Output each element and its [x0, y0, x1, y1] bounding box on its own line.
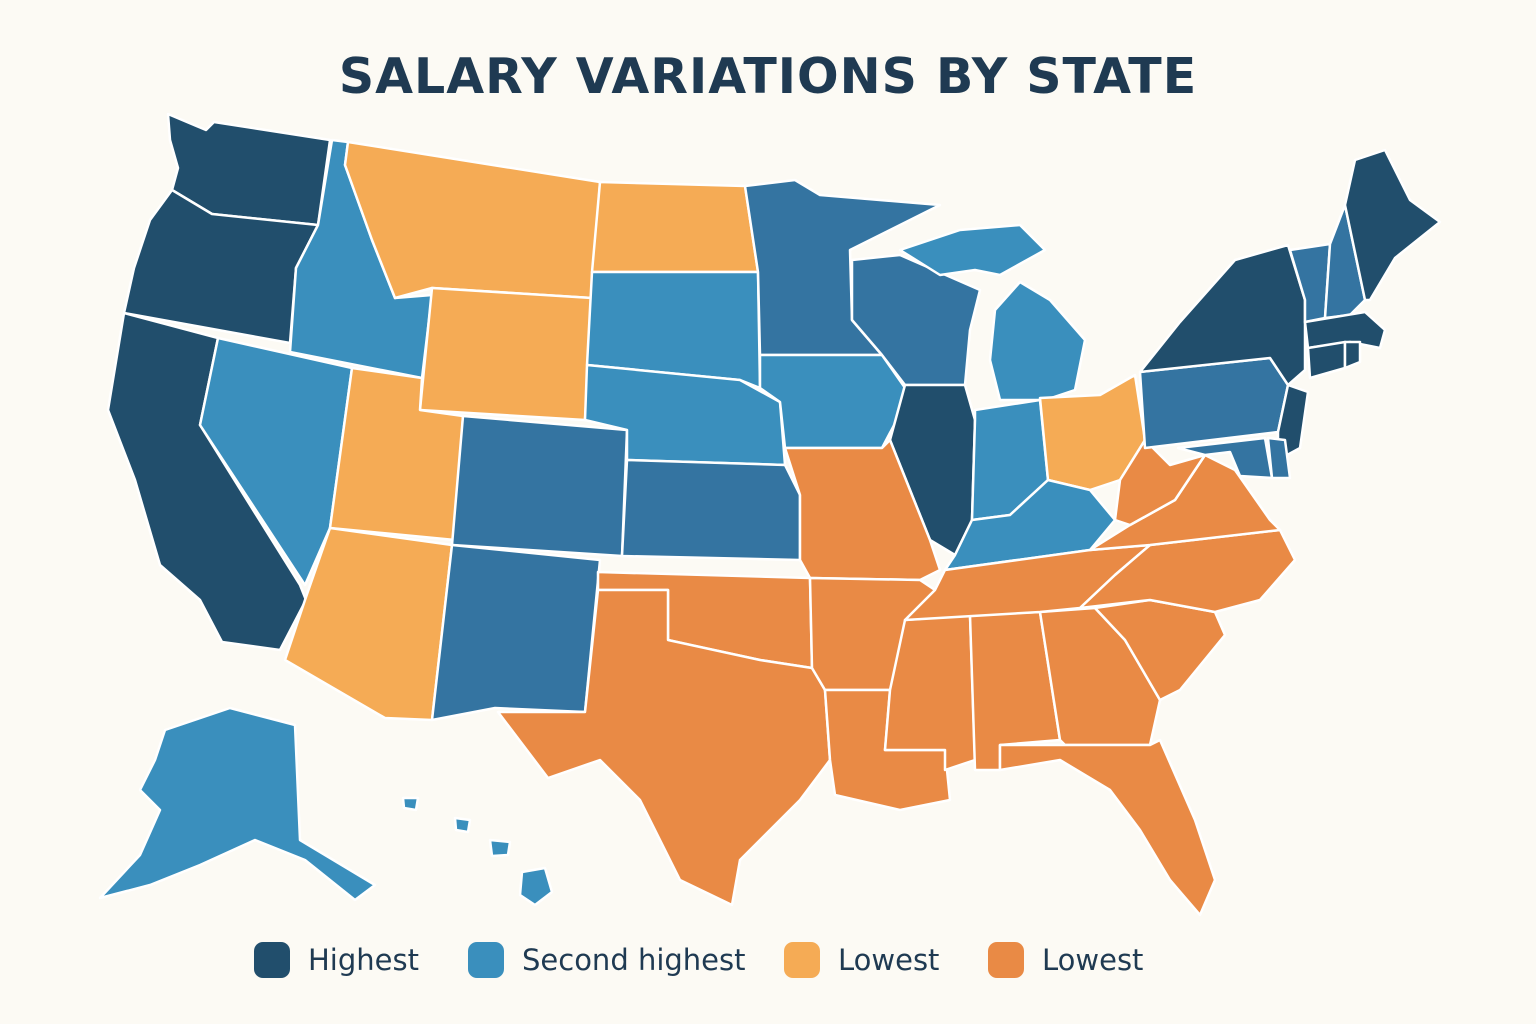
state-nm[interactable]	[430, 543, 602, 722]
state-fl[interactable]	[998, 738, 1217, 917]
legend-swatch-lowest-light	[784, 942, 820, 978]
state-tx[interactable]	[496, 588, 832, 907]
state-ri[interactable]	[1343, 340, 1362, 370]
legend-swatch-highest	[254, 942, 290, 978]
state-ks[interactable]	[620, 458, 802, 562]
state-wy[interactable]	[418, 286, 594, 422]
state-mi[interactable]	[988, 280, 1087, 402]
legend-label-lowest-dark: Lowest	[1042, 943, 1144, 977]
map-title: SALARY VARIATIONS BY STATE	[338, 48, 1198, 105]
state-ia[interactable]	[758, 353, 912, 450]
state-hi-2[interactable]	[488, 838, 512, 858]
legend-label-lowest-light: Lowest	[838, 943, 940, 977]
legend-swatch-second-highest	[468, 942, 504, 978]
state-nv[interactable]	[198, 336, 354, 587]
legend-label-second-highest: Second highest	[522, 943, 746, 977]
state-ct[interactable]	[1306, 340, 1347, 380]
state-wv[interactable]	[1113, 438, 1207, 527]
legend: Highest Second highest Lowest Lowest	[0, 938, 1536, 982]
state-nc[interactable]	[1078, 528, 1297, 614]
legend-item-second-highest: Second highest	[468, 938, 746, 982]
legend-item-lowest-light: Lowest	[784, 938, 939, 982]
legend-swatch-lowest-dark	[988, 942, 1024, 978]
state-nh[interactable]	[1323, 203, 1367, 320]
state-mo[interactable]	[783, 438, 942, 582]
state-ny[interactable]	[1138, 243, 1307, 387]
state-md[interactable]	[1176, 436, 1274, 480]
state-hi-4[interactable]	[401, 796, 420, 812]
state-me[interactable]	[1343, 148, 1442, 302]
state-mi-upper[interactable]	[898, 223, 1047, 277]
state-hi-1[interactable]	[518, 866, 554, 907]
state-de[interactable]	[1266, 436, 1292, 480]
state-pa[interactable]	[1138, 356, 1290, 450]
state-nd[interactable]	[590, 180, 760, 274]
legend-item-lowest-dark: Lowest	[988, 938, 1143, 982]
state-ak[interactable]	[98, 706, 377, 902]
state-hi-3[interactable]	[453, 816, 472, 834]
state-sd[interactable]	[585, 270, 762, 390]
legend-label-highest: Highest	[308, 943, 419, 977]
legend-item-highest: Highest	[254, 938, 419, 982]
state-co[interactable]	[450, 414, 629, 558]
